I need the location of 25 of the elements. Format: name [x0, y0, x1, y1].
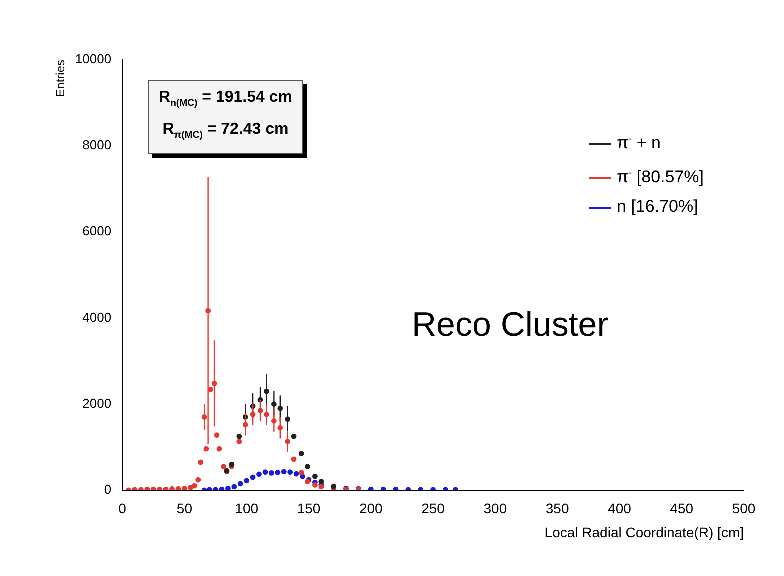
legend-label: π$^{-}$ [80.57%]	[616, 166, 704, 188]
x-tick-label: 100	[235, 500, 259, 517]
x-tick-label: 250	[422, 500, 446, 517]
x-tick-label: 150	[297, 500, 321, 517]
y-tick-label: 4000	[82, 310, 112, 325]
x-tick-label: 200	[359, 500, 384, 517]
annotation: R$_{n(MC)}$ = 191.54 cm	[159, 88, 292, 112]
x-tick-label: 400	[608, 500, 632, 517]
x-tick-label: 500	[732, 500, 756, 517]
x-tick-label: 450	[670, 500, 694, 517]
legend-label: π$^{-}$ + n	[616, 132, 662, 155]
y-tick-label: 6000	[82, 224, 112, 239]
x-tick-label: 50	[176, 500, 193, 517]
x-tick-label: 300	[484, 500, 508, 517]
y-tick-label: 8000	[82, 138, 112, 153]
legend-label: n [16.70%]	[616, 196, 700, 218]
x-tick-label: 350	[546, 500, 570, 517]
annotation: R$_{π(MC)}$ = 72.43 cm	[162, 120, 290, 144]
x-axis-title: Local Radial Coordinate(R) [cm]	[544, 524, 744, 540]
y-axis-title: Entries	[54, 60, 68, 98]
y-tick-label: 10000	[75, 52, 112, 67]
y-tick-label: 0	[104, 482, 112, 497]
y-tick-label: 2000	[82, 396, 112, 411]
x-tick-label: 0	[118, 500, 127, 517]
annotation: Reco Cluster	[412, 306, 609, 345]
